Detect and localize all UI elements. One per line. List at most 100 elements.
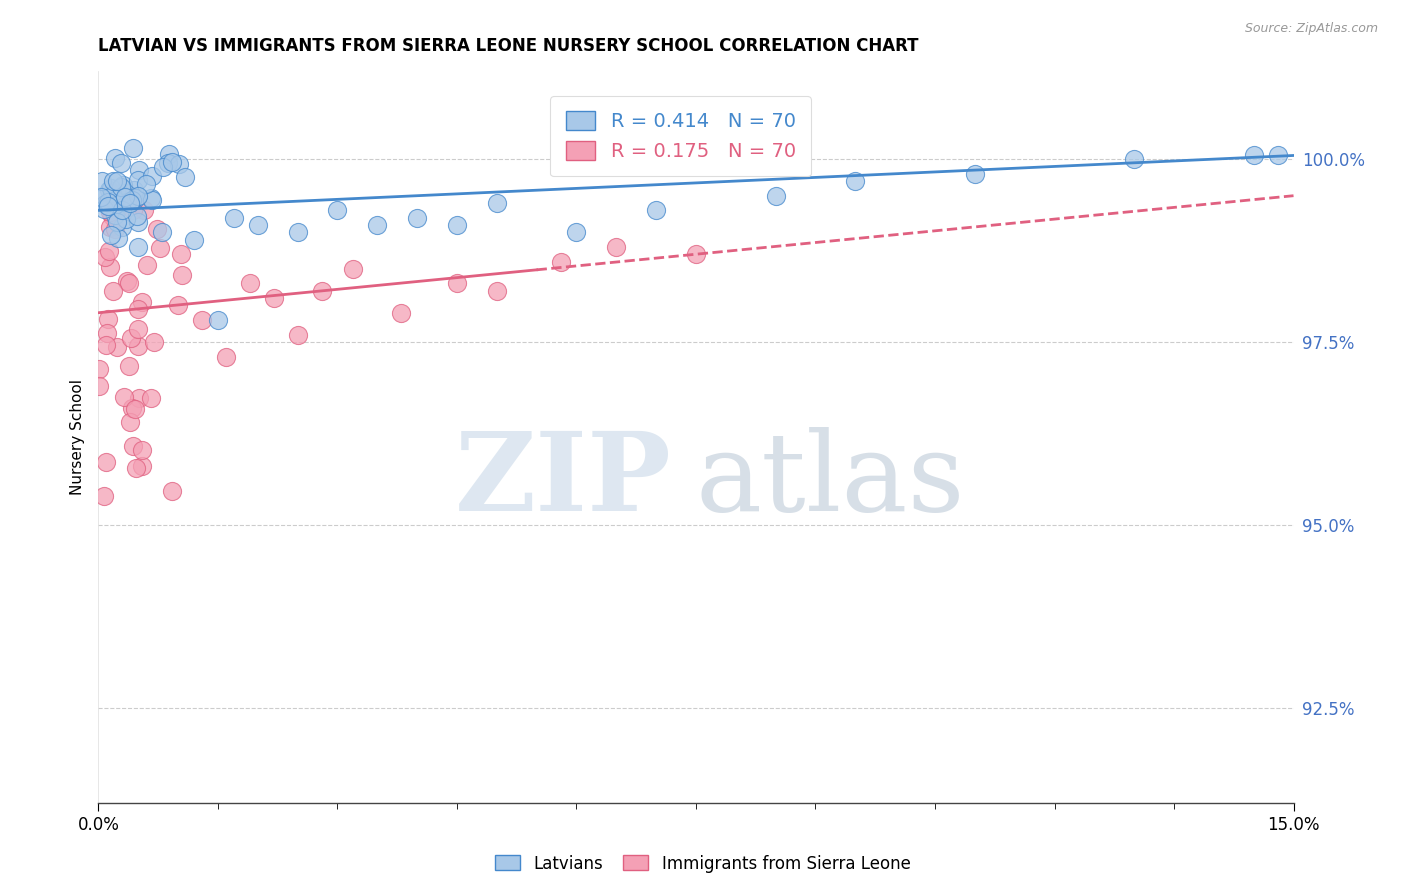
Point bbox=[127, 215, 149, 229]
Point bbox=[105, 214, 128, 228]
Point bbox=[170, 246, 193, 260]
Point bbox=[122, 141, 145, 155]
Legend: R = 0.414   N = 70, R = 0.175   N = 70: R = 0.414 N = 70, R = 0.175 N = 70 bbox=[550, 95, 811, 177]
Point bbox=[97, 199, 120, 213]
Point bbox=[485, 284, 508, 298]
Text: Source: ZipAtlas.com: Source: ZipAtlas.com bbox=[1244, 22, 1378, 36]
Point bbox=[105, 340, 128, 354]
Point bbox=[90, 174, 112, 188]
Point bbox=[141, 169, 163, 183]
Point bbox=[93, 489, 115, 503]
Point bbox=[131, 294, 153, 309]
Point bbox=[125, 461, 148, 475]
Point bbox=[89, 192, 111, 206]
Point bbox=[143, 334, 166, 349]
Point bbox=[167, 298, 190, 312]
Point bbox=[122, 183, 145, 197]
Y-axis label: Nursery School: Nursery School bbox=[69, 379, 84, 495]
Point bbox=[389, 306, 412, 320]
Point bbox=[120, 415, 142, 429]
Point bbox=[311, 284, 333, 298]
Point bbox=[104, 194, 127, 208]
Point bbox=[114, 190, 136, 204]
Point bbox=[90, 190, 112, 204]
Point bbox=[605, 240, 627, 254]
Point bbox=[565, 225, 588, 239]
Point bbox=[128, 392, 150, 406]
Point bbox=[98, 244, 121, 258]
Point bbox=[167, 157, 190, 171]
Point bbox=[101, 203, 124, 218]
Point bbox=[96, 337, 118, 351]
Point bbox=[406, 211, 429, 225]
Point bbox=[844, 174, 866, 188]
Point bbox=[239, 277, 262, 291]
Point bbox=[124, 402, 146, 417]
Point bbox=[111, 203, 134, 218]
Point bbox=[150, 225, 173, 239]
Point bbox=[127, 321, 149, 335]
Point bbox=[101, 174, 124, 188]
Point bbox=[121, 401, 143, 416]
Point bbox=[110, 179, 132, 194]
Point bbox=[118, 196, 141, 211]
Point bbox=[114, 211, 136, 226]
Point bbox=[170, 268, 193, 282]
Point bbox=[174, 169, 197, 184]
Point bbox=[1123, 152, 1146, 166]
Point bbox=[96, 326, 118, 340]
Point bbox=[685, 247, 707, 261]
Point bbox=[100, 181, 122, 195]
Point bbox=[1267, 148, 1289, 162]
Point bbox=[149, 241, 172, 255]
Point bbox=[104, 197, 127, 211]
Point bbox=[207, 313, 229, 327]
Point bbox=[100, 209, 122, 223]
Point bbox=[1243, 148, 1265, 162]
Point bbox=[141, 193, 163, 207]
Text: atlas: atlas bbox=[696, 427, 966, 534]
Point bbox=[115, 274, 138, 288]
Point bbox=[100, 186, 122, 201]
Point bbox=[112, 178, 135, 192]
Point bbox=[98, 219, 121, 234]
Point bbox=[94, 196, 117, 211]
Point bbox=[215, 350, 238, 364]
Point bbox=[118, 195, 141, 210]
Point bbox=[141, 391, 163, 405]
Text: ZIP: ZIP bbox=[456, 427, 672, 534]
Point bbox=[97, 195, 120, 210]
Point bbox=[127, 209, 149, 223]
Point bbox=[645, 203, 668, 218]
Point bbox=[263, 291, 285, 305]
Point bbox=[107, 230, 129, 244]
Point bbox=[131, 443, 153, 458]
Point bbox=[183, 233, 205, 247]
Point bbox=[93, 202, 115, 216]
Point bbox=[152, 160, 174, 174]
Point bbox=[89, 362, 111, 376]
Point bbox=[139, 191, 162, 205]
Point bbox=[326, 203, 349, 218]
Point bbox=[112, 186, 135, 201]
Point bbox=[131, 459, 153, 474]
Point bbox=[287, 225, 309, 239]
Point bbox=[122, 439, 145, 453]
Point bbox=[125, 191, 148, 205]
Point bbox=[104, 152, 127, 166]
Point bbox=[191, 313, 214, 327]
Point bbox=[765, 188, 787, 202]
Point bbox=[342, 261, 364, 276]
Point bbox=[104, 208, 127, 222]
Point bbox=[101, 285, 124, 299]
Point bbox=[127, 240, 149, 254]
Point bbox=[111, 195, 134, 210]
Point bbox=[485, 196, 508, 211]
Point bbox=[121, 203, 143, 218]
Point bbox=[446, 218, 468, 232]
Point bbox=[105, 203, 128, 218]
Point bbox=[160, 155, 183, 169]
Point bbox=[118, 359, 141, 373]
Point bbox=[103, 207, 125, 221]
Point bbox=[128, 162, 150, 177]
